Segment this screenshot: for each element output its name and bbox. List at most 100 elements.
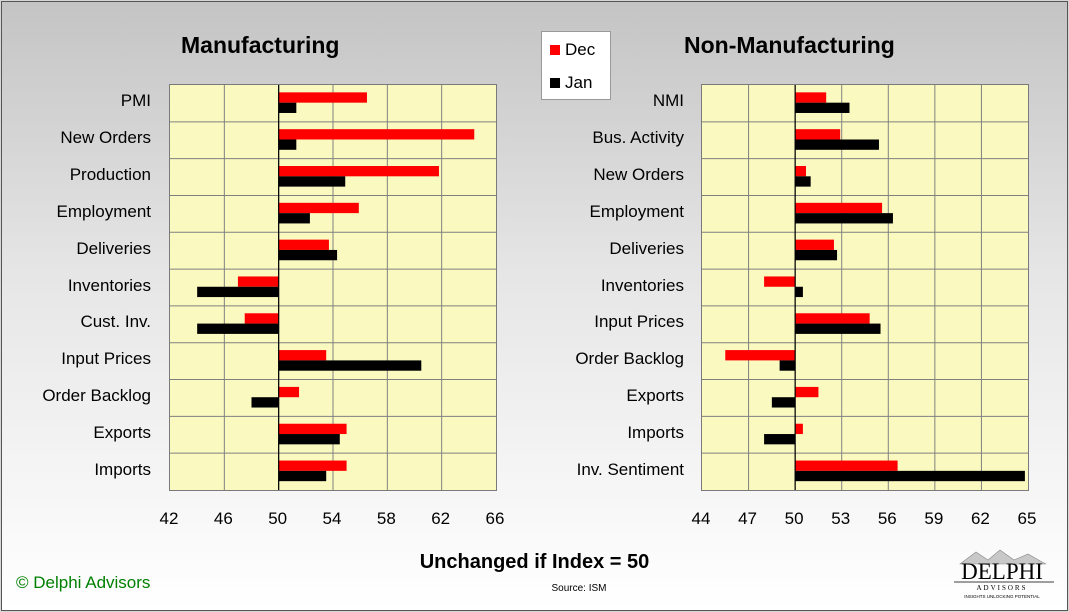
mfg-plot-area [170,85,496,490]
nonmfg-category-label: Bus. Activity [592,128,684,148]
nonmfg-category-label: New Orders [593,165,684,185]
nonmfg-category-label: Exports [626,385,684,405]
nonmfg-category-label: Employment [589,201,684,221]
nonmfg-bar-dec-order-backlog [725,350,796,361]
mfg-bar-jan-deliveries [278,249,338,261]
mfg-bar-dec-imports [278,460,347,471]
mfg-bar-dec-deliveries [278,239,329,250]
logo-name: DELPHI [961,559,1043,584]
mfg-bar-jan-pmi [278,102,297,113]
mfg-category-label: PMI [120,91,151,111]
mfg-tick-label: 50 [268,509,288,528]
nonmfg-category-label: NMI [652,91,684,111]
mfg-category-label: Order Backlog [42,385,151,405]
nonmfg-category-label: Order Backlog [575,349,684,369]
nonmfg-bar-dec-new-orders [795,166,807,177]
nonmfg-tick-label: 62 [970,509,990,528]
mfg-bar-dec-inventories [237,276,279,287]
nonmfg-bar-jan-inventories [795,286,803,298]
nonmfg-category-label: Deliveries [609,238,684,258]
nonmfg-bar-jan-nmi [795,102,850,113]
mfg-category-label: Deliveries [76,238,151,258]
mfg-tick-label: 54 [322,509,342,528]
nonmfg-bar-dec-employment [795,202,883,214]
mfg-tick-label: 62 [431,509,451,528]
nonmfg-tick-label: 44 [691,509,711,528]
nonmfg-plot-area [702,85,1028,490]
nonmfg-bar-dec-inv-sentiment [795,460,898,471]
mfg-bar-jan-employment [278,213,310,224]
mfg-bar-dec-cust-inv [244,313,279,324]
nonmfg-bar-dec-input-prices [795,313,870,324]
logo-subtitle: ADVISORS [976,584,1027,592]
nonmfg-bar-dec-exports [795,386,819,398]
mfg-category-label: Inventories [67,275,151,295]
mfg-bar-jan-order-backlog [251,397,279,408]
nonmfg-bar-jan-employment [795,213,893,224]
legend-swatch-dec [550,45,560,55]
nonmfg-tick-label: 50 [784,509,804,528]
mfg-category-label: Exports [93,422,151,442]
mfg-bar-jan-cust-inv [197,323,279,334]
nonmfg-bar-jan-deliveries [795,249,838,261]
mfg-category-label: Cust. Inv. [80,312,151,332]
legend-label-dec: Dec [565,40,596,59]
mfg-bar-jan-exports [278,434,340,445]
mfg-bar-dec-order-backlog [278,386,300,398]
logo-tagline: INSIGHTS UNLOCKING POTENTIAL [964,594,1040,599]
nonmfg-bar-jan-order-backlog [779,360,796,371]
non-manufacturing-plot [701,84,1029,491]
mfg-category-label: Employment [56,201,151,221]
mfg-bar-jan-production [278,176,346,187]
copyright: © Delphi Advisors [16,573,151,592]
nonmfg-tick-label: 47 [738,509,758,528]
nonmfg-category-label: Input Prices [594,312,684,332]
nonmfg-tick-label: 56 [877,509,897,528]
mfg-category-label: New Orders [60,128,151,148]
nonmfg-tick-label: 59 [924,509,944,528]
mfg-tick-label: 66 [485,509,505,528]
mfg-bar-dec-pmi [278,92,367,103]
nonmfg-bar-dec-imports [795,423,803,435]
mfg-bar-dec-production [278,166,439,177]
mfg-bar-dec-employment [278,202,359,214]
legend: Dec Jan [541,31,611,100]
legend-item-dec: Dec [550,40,595,60]
delphi-advisors-logo: DELPHI ADVISORS INSIGHTS UNLOCKING POTEN… [954,549,1054,599]
nonmfg-tick-label: 53 [831,509,851,528]
mfg-bar-jan-new-orders [278,139,297,150]
footer-note: Unchanged if Index = 50 [419,551,650,573]
manufacturing-title: Manufacturing [181,32,340,58]
nonmfg-category-label: Inv. Sentiment [576,459,684,479]
nonmfg-tick-label: 65 [1017,509,1037,528]
mfg-category-label: Production [69,165,151,185]
nonmfg-bar-jan-exports [771,397,796,408]
legend-label-jan: Jan [565,73,593,92]
nonmfg-bar-jan-input-prices [795,323,881,334]
non-manufacturing-title: Non-Manufacturing [684,32,895,58]
manufacturing-plot [169,84,497,491]
legend-swatch-jan [550,78,560,88]
mfg-bar-jan-input-prices [278,360,422,371]
nonmfg-bar-jan-bus-activity [795,139,879,150]
nonmfg-bar-jan-imports [764,434,796,445]
mfg-bar-dec-new-orders [278,129,475,140]
nonmfg-bar-dec-deliveries [795,239,834,250]
nonmfg-bar-jan-inv-sentiment [795,470,1025,482]
nonmfg-bar-dec-nmi [795,92,827,103]
source-note: Source: ISM [551,583,607,594]
nonmfg-category-label: Imports [627,422,684,442]
mfg-tick-label: 58 [376,509,396,528]
mfg-bar-dec-exports [278,423,347,435]
mfg-category-label: Input Prices [61,349,151,369]
nonmfg-category-label: Inventories [600,275,684,295]
mfg-tick-label: 46 [213,509,233,528]
mfg-category-label: Imports [94,459,151,479]
nonmfg-bar-dec-bus-activity [795,129,841,140]
mfg-bar-dec-input-prices [278,350,327,361]
nonmfg-bar-dec-inventories [764,276,796,287]
mfg-bar-jan-inventories [197,286,279,298]
mfg-bar-jan-imports [278,470,327,482]
nonmfg-bar-jan-new-orders [795,176,811,187]
mfg-tick-label: 42 [159,509,179,528]
